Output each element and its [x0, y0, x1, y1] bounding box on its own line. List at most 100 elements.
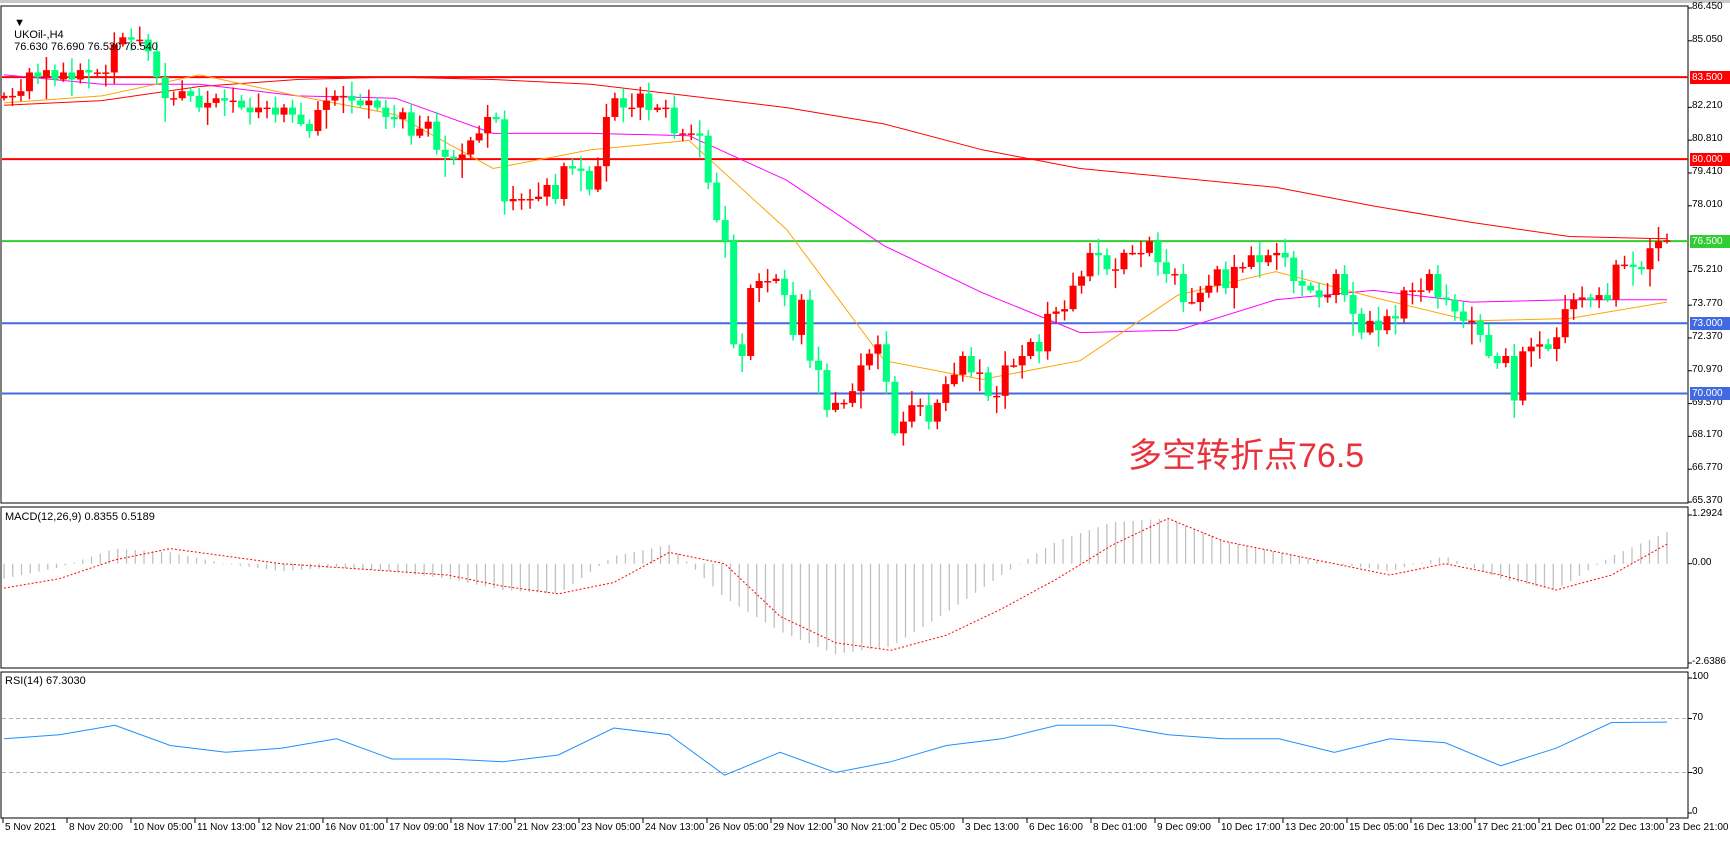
candle-body — [1544, 344, 1552, 349]
candle — [1629, 251, 1637, 286]
candle-body — [585, 170, 593, 190]
candle-body — [399, 112, 407, 120]
candle-body — [1332, 273, 1340, 296]
candle — [416, 115, 424, 139]
candle-body — [806, 299, 814, 361]
candle — [925, 394, 933, 430]
candle-body — [967, 356, 975, 373]
time-tick-label: 11 Nov 13:00 — [197, 822, 256, 833]
candle — [475, 125, 483, 143]
candle-body — [68, 72, 76, 80]
price-tick-label: 82.210 — [1692, 100, 1723, 112]
candle-body — [848, 391, 856, 403]
candle — [85, 59, 93, 89]
price-tick-label: 75.210 — [1692, 264, 1723, 276]
candle-body — [1324, 295, 1332, 298]
macd-pane-frame — [0, 506, 1689, 669]
candle-body — [840, 402, 848, 405]
candle-body — [552, 184, 560, 199]
candle — [8, 88, 16, 106]
candle-body — [1239, 266, 1247, 269]
candle-body — [1010, 365, 1018, 367]
candle — [552, 173, 560, 205]
candle-body — [1179, 273, 1187, 303]
candle — [1553, 327, 1561, 362]
candle — [509, 185, 517, 211]
candle — [704, 130, 712, 190]
candle — [17, 79, 25, 102]
candle-body — [1162, 262, 1170, 274]
time-tick-label: 24 Nov 13:00 — [645, 822, 705, 833]
candle — [772, 274, 780, 284]
candle — [1035, 334, 1043, 364]
candle-body — [568, 166, 576, 169]
candle — [993, 385, 1001, 414]
candle — [865, 349, 873, 371]
candle — [518, 193, 526, 210]
candle-body — [1553, 337, 1561, 349]
candle-body — [280, 107, 288, 115]
candle — [1544, 338, 1552, 352]
candle-body — [204, 102, 212, 108]
candle — [653, 104, 661, 113]
candle-body — [1375, 320, 1383, 331]
candle-body — [1485, 334, 1493, 357]
rsi-tick-label: 0 — [1692, 806, 1698, 817]
candle — [1230, 254, 1238, 309]
time-tick-label: 10 Dec 17:00 — [1221, 822, 1281, 833]
candle — [187, 87, 195, 102]
candle-body — [1561, 309, 1569, 338]
candle-body — [1655, 241, 1663, 249]
candle — [484, 104, 492, 148]
time-tick-label: 8 Nov 20:00 — [69, 822, 123, 833]
candle-body — [1434, 273, 1442, 298]
candle — [339, 85, 347, 114]
candle — [246, 97, 254, 125]
candle-body — [1315, 290, 1323, 298]
candle-body — [1425, 273, 1433, 291]
candle — [806, 289, 814, 368]
candle-body — [755, 281, 763, 289]
candle — [1561, 294, 1569, 344]
candle — [221, 89, 229, 117]
candle — [1018, 345, 1026, 379]
candle — [815, 346, 823, 394]
candle — [1375, 306, 1383, 347]
candle — [526, 189, 534, 209]
candle — [679, 128, 687, 142]
candle — [93, 68, 101, 77]
price-tick-label: 78.010 — [1692, 198, 1723, 210]
candle-body — [950, 374, 958, 385]
candle-body — [1663, 240, 1671, 242]
candle-body — [373, 100, 381, 108]
candle — [840, 399, 848, 409]
candle-body — [492, 116, 500, 120]
candle — [891, 376, 899, 436]
candle-body — [1145, 241, 1153, 253]
time-tick-label: 12 Nov 21:00 — [261, 822, 321, 833]
candle — [238, 94, 246, 110]
candle — [322, 87, 330, 129]
candle — [255, 93, 263, 119]
candle-body — [730, 241, 738, 345]
candle-body — [1307, 285, 1315, 291]
candle — [899, 411, 907, 446]
dropdown-triangle-icon[interactable]: ▼ — [14, 17, 26, 29]
candle-body — [636, 93, 644, 108]
candle — [76, 63, 84, 84]
candle-body — [1570, 299, 1578, 310]
candle — [407, 103, 415, 145]
candle-body — [1264, 255, 1272, 263]
candle — [721, 205, 729, 258]
candle — [136, 26, 144, 46]
candle — [263, 100, 271, 119]
candle — [331, 90, 339, 106]
candle-body — [42, 70, 50, 78]
ohlc-values: 76.630 76.690 76.530 76.540 — [14, 41, 158, 53]
candle-body — [611, 98, 619, 117]
candle — [1578, 286, 1586, 308]
candle-body — [772, 278, 780, 282]
price-tick-label: 68.170 — [1692, 429, 1723, 441]
candle-body — [1536, 344, 1544, 347]
